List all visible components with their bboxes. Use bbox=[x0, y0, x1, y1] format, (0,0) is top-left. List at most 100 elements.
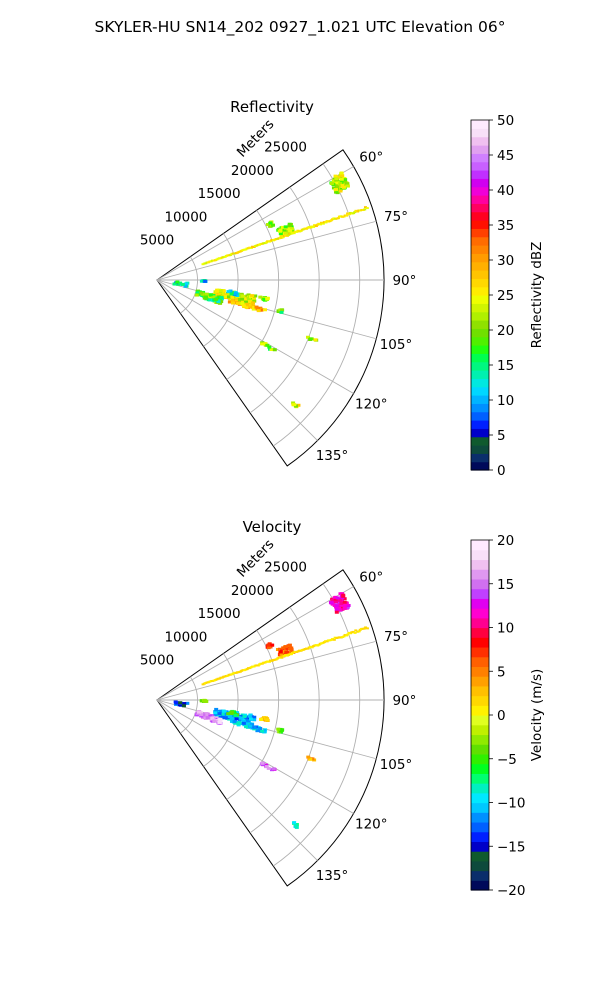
echo-cell bbox=[310, 646, 314, 649]
echo-cell bbox=[255, 307, 260, 311]
echo-cell bbox=[270, 238, 274, 241]
colorbar-tick-label: 5 bbox=[497, 664, 506, 680]
echo-cell bbox=[260, 342, 265, 346]
echo-cell bbox=[293, 823, 298, 827]
colorbar-segment bbox=[471, 608, 489, 619]
echo-cell bbox=[306, 647, 310, 650]
echo-cell bbox=[281, 236, 285, 239]
echo-cell bbox=[217, 720, 222, 724]
echo-cell bbox=[228, 714, 233, 718]
echo-cell bbox=[346, 603, 351, 607]
colorbar-tick-label: 15 bbox=[497, 358, 514, 374]
azimuth-tick-label: 75° bbox=[384, 629, 408, 645]
echo-layer bbox=[172, 171, 369, 409]
echo-cell bbox=[183, 284, 188, 288]
colorbar-segment bbox=[471, 783, 489, 794]
echo-cell bbox=[251, 665, 255, 668]
colorbar-segment bbox=[471, 153, 489, 163]
echo-cell bbox=[247, 299, 252, 303]
echo-cell bbox=[325, 220, 329, 223]
echo-cell bbox=[287, 643, 292, 647]
echo-cell bbox=[267, 345, 272, 349]
colorbar-segment bbox=[471, 705, 489, 716]
echo-cell bbox=[299, 229, 303, 232]
echo-cell bbox=[279, 729, 284, 733]
echo-cell bbox=[362, 627, 366, 630]
echo-cell bbox=[313, 338, 318, 342]
echo-cell bbox=[248, 724, 253, 728]
echo-cell bbox=[214, 297, 219, 301]
echo-cell bbox=[217, 292, 222, 296]
echo-cell bbox=[236, 722, 241, 726]
echo-cell bbox=[229, 292, 234, 296]
echo-cell bbox=[241, 304, 246, 308]
echo-cell bbox=[208, 298, 213, 302]
colorbar-segment bbox=[471, 270, 489, 279]
echo-cell bbox=[333, 595, 338, 599]
echo-cell bbox=[236, 715, 241, 719]
echo-cell bbox=[347, 631, 351, 634]
colorbar-segment bbox=[471, 753, 489, 765]
echo-cell bbox=[239, 714, 244, 718]
echo-cell bbox=[208, 714, 213, 718]
echo-cell bbox=[357, 209, 361, 212]
echo-cell bbox=[199, 699, 204, 703]
azimuth-gridline bbox=[156, 699, 354, 814]
echo-cell bbox=[232, 712, 237, 716]
colorbar-segment bbox=[471, 136, 489, 146]
echo-cell bbox=[241, 721, 246, 725]
echo-cell bbox=[307, 226, 311, 229]
echo-cell bbox=[349, 211, 353, 214]
echo-cell bbox=[211, 295, 216, 299]
radial-tick-label: 15000 bbox=[198, 186, 241, 202]
echo-cell bbox=[296, 229, 300, 232]
range-ring bbox=[226, 209, 280, 380]
colorbar-segment bbox=[471, 841, 489, 852]
colorbar-segment bbox=[471, 715, 489, 726]
colorbar-segment bbox=[471, 744, 489, 755]
echo-cell bbox=[203, 279, 208, 283]
echo-cell bbox=[291, 401, 296, 405]
echo-cell bbox=[306, 335, 311, 339]
echo-cell bbox=[199, 279, 204, 283]
echo-cell bbox=[203, 714, 208, 718]
azimuth-tick-label: 135° bbox=[316, 448, 349, 464]
echo-cell bbox=[229, 716, 234, 720]
azimuth-gridline bbox=[156, 220, 377, 281]
echo-cell bbox=[271, 223, 276, 227]
echo-cell bbox=[218, 718, 223, 722]
colorbar-tick-label: 40 bbox=[497, 183, 514, 199]
echo-cell bbox=[267, 660, 271, 663]
echo-cell bbox=[268, 221, 273, 225]
echo-cell bbox=[339, 601, 344, 605]
colorbar-segment bbox=[471, 386, 489, 396]
figure-title: SKYLER-HU SN14_202 0927_1.021 UTC Elevat… bbox=[95, 18, 506, 37]
colorbar-segment bbox=[471, 666, 489, 677]
echo-cell bbox=[235, 301, 240, 305]
echo-cell bbox=[330, 598, 335, 602]
sector-outline bbox=[156, 569, 385, 887]
echo-cell bbox=[220, 712, 225, 716]
echo-cell bbox=[261, 296, 266, 300]
azimuth-tick-label: 90° bbox=[392, 273, 416, 289]
echo-cell bbox=[335, 596, 340, 600]
colorbar-segment bbox=[471, 598, 489, 609]
echo-cell bbox=[335, 185, 340, 189]
echo-cell bbox=[235, 293, 240, 297]
radial-tick-label: 15000 bbox=[198, 606, 241, 622]
echo-cell bbox=[241, 719, 246, 723]
echo-cell bbox=[352, 212, 356, 215]
azimuth-tick-label: 105° bbox=[380, 337, 413, 353]
echo-cell bbox=[233, 299, 238, 303]
colorbar-segment bbox=[471, 860, 489, 872]
echo-cell bbox=[233, 671, 237, 674]
echo-cell bbox=[314, 644, 318, 647]
echo-cell bbox=[284, 654, 288, 657]
range-ring bbox=[249, 606, 320, 834]
colorbar-segment bbox=[471, 236, 489, 246]
sector-outline bbox=[156, 149, 385, 467]
echo-cell bbox=[246, 719, 251, 723]
echo-cell bbox=[260, 729, 265, 733]
echo-cell bbox=[333, 636, 337, 639]
